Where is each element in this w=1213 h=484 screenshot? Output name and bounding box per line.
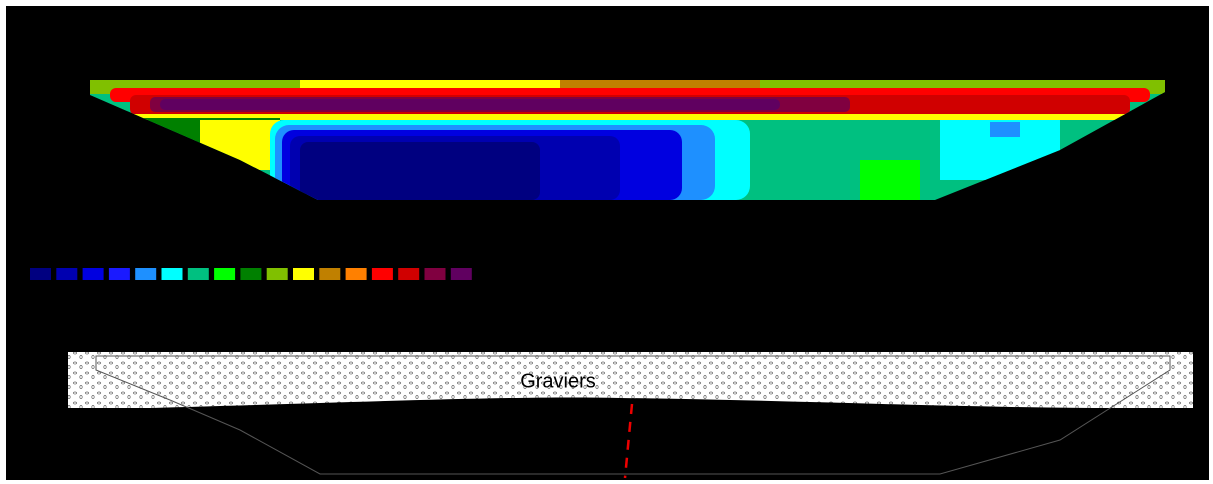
color-swatch xyxy=(187,268,209,280)
color-swatch xyxy=(82,268,104,280)
color-swatch xyxy=(108,268,130,280)
color-swatch xyxy=(293,268,314,280)
color-swatch xyxy=(56,268,78,280)
color-swatch xyxy=(135,268,157,280)
color-swatch xyxy=(161,268,183,280)
color-swatch xyxy=(371,268,393,280)
color-swatch xyxy=(424,268,446,280)
resistivity-section xyxy=(90,80,1165,200)
profile-outline xyxy=(95,355,1171,475)
color-swatch xyxy=(30,268,51,280)
bedrock xyxy=(68,397,1193,480)
color-swatch xyxy=(240,268,262,280)
color-swatch xyxy=(450,268,472,280)
fault-line xyxy=(623,403,634,479)
color-swatch xyxy=(398,268,420,280)
color-swatch xyxy=(345,268,367,280)
color-swatch xyxy=(214,268,236,280)
color-swatch xyxy=(319,268,341,280)
color-scale xyxy=(30,268,472,280)
layer-label: Graviers xyxy=(520,370,596,392)
color-swatch xyxy=(266,268,288,280)
